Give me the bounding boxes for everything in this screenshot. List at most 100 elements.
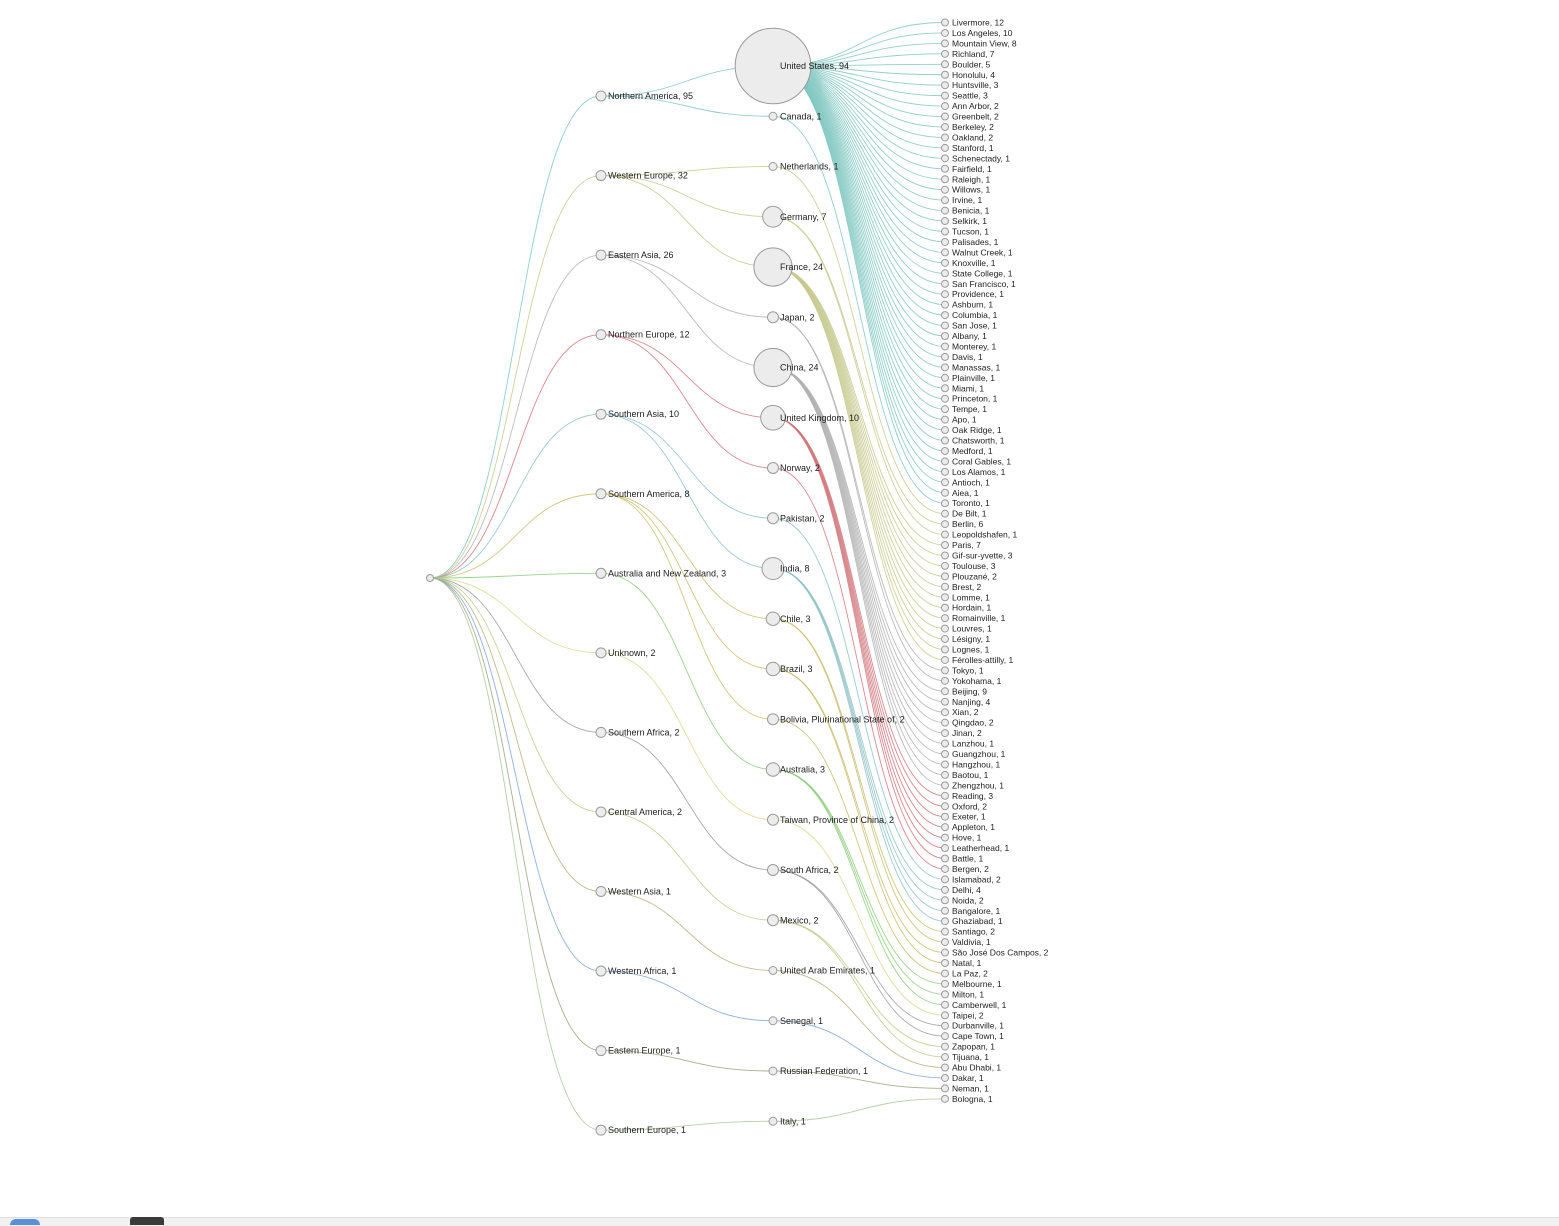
city-node-durbanville-1-circle[interactable] [941,1021,949,1030]
city-node-noida-2-circle[interactable] [941,896,949,905]
city-node-hordain-1[interactable]: Hordain, 1 [941,603,992,613]
city-node-tucson-1-circle[interactable] [941,227,949,236]
city-node-oakland-2-circle[interactable] [941,133,949,142]
city-node-milton-1-circle[interactable] [941,990,949,999]
city-node-louvres-1[interactable]: Louvres, 1 [941,624,992,634]
city-node-aiea-1-circle[interactable] [941,488,949,497]
city-node-dakar-1[interactable]: Dakar, 1 [941,1073,984,1083]
city-node-plouzane-2[interactable]: Plouzané, 2 [941,571,998,581]
city-node-fairfield-1-circle[interactable] [941,164,949,173]
city-node-ann-arbor-2-circle[interactable] [941,102,949,111]
city-node-cape-town-1[interactable]: Cape Town, 1 [941,1031,1005,1041]
city-node-appleton-1-circle[interactable] [941,823,949,832]
city-node-qingdao-2[interactable]: Qingdao, 2 [941,718,994,728]
city-node-berkeley-2-circle[interactable] [941,123,949,131]
city-node-mountain-view-8[interactable]: Mountain View, 8 [941,38,1017,48]
city-node-huntsville-3-circle[interactable] [941,81,949,90]
country-node-pakistan-2[interactable]: Pakistan, 2 [766,512,825,525]
city-node-gif-sur-yvette-3-circle[interactable] [941,551,949,560]
city-node-manassas-1-circle[interactable] [941,363,949,372]
city-node-san-jose-1[interactable]: San Jose, 1 [941,321,998,331]
city-node-walnut-creek-1-circle[interactable] [941,248,949,257]
region-node-unknown-2[interactable]: Unknown, 2 [595,647,656,659]
country-node-russian-federation-1[interactable]: Russian Federation, 1 [768,1066,868,1076]
city-node-honolulu-4-circle[interactable] [941,70,949,79]
city-node-schenectady-1-circle[interactable] [941,154,949,163]
city-node-lanzhou-1-circle[interactable] [941,739,949,748]
city-node-davis-1[interactable]: Davis, 1 [941,352,983,362]
city-node-monterey-1-circle[interactable] [941,342,949,351]
city-node-coral-gables-1-circle[interactable] [941,457,949,466]
city-node-natal-1-circle[interactable] [941,959,949,967]
city-node-lognes-1-circle[interactable] [941,645,949,654]
city-node-abu-dhabi-1[interactable]: Abu Dhabi, 1 [941,1063,1002,1073]
city-node-san-francisco-1[interactable]: San Francisco, 1 [941,279,1017,289]
region-node-western-africa-1[interactable]: Western Africa, 1 [595,965,676,977]
city-node-princeton-1[interactable]: Princeton, 1 [941,394,998,404]
city-node-delhi-4-circle[interactable] [941,885,949,894]
city-node-xian-2-circle[interactable] [941,708,949,717]
city-node-oak-ridge-1[interactable]: Oak Ridge, 1 [941,425,1002,435]
city-node-romainville-1[interactable]: Romainville, 1 [941,613,1006,623]
city-node-hangzhou-1[interactable]: Hangzhou, 1 [941,759,1001,769]
city-node-battle-1-circle[interactable] [941,854,949,863]
city-node-livermore-12-circle[interactable] [941,18,949,27]
city-node-brest-2[interactable]: Brest, 2 [941,582,982,592]
country-node-netherlands-1-circle[interactable] [768,162,778,171]
city-node-mountain-view-8-circle[interactable] [941,39,949,48]
city-node-providence-1-circle[interactable] [941,290,949,299]
city-node-exeter-1-circle[interactable] [941,812,949,821]
region-node-eastern-europe-1-circle[interactable] [595,1045,607,1057]
country-node-senegal-1-circle[interactable] [768,1016,778,1026]
city-node-bologna-1[interactable]: Bologna, 1 [941,1094,993,1104]
city-node-la-paz-2-circle[interactable] [941,969,949,978]
city-node-brest-2-circle[interactable] [941,582,949,591]
city-node-guangzhou-1-circle[interactable] [941,750,949,758]
region-node-western-asia-1-circle[interactable] [595,886,607,897]
city-node-zapopan-1[interactable]: Zapopan, 1 [941,1042,996,1052]
city-node-ghaziabad-1[interactable]: Ghaziabad, 1 [941,916,1003,926]
city-node-bangalore-1[interactable]: Bangalore, 1 [941,906,1001,916]
city-node-jinan-2-circle[interactable] [941,729,949,738]
city-node-monterey-1[interactable]: Monterey, 1 [941,341,997,351]
region-node-northern-europe-12-circle[interactable] [595,329,607,341]
city-node-selkirk-1-circle[interactable] [941,217,949,226]
country-node-mexico-2-circle[interactable] [766,914,780,927]
city-node-oak-ridge-1-circle[interactable] [941,426,949,435]
city-node-medford-1[interactable]: Medford, 1 [941,446,993,456]
city-node-los-alamos-1-circle[interactable] [941,467,949,476]
city-node-taipei-2-circle[interactable] [941,1011,949,1020]
city-node-stanford-1-circle[interactable] [941,143,949,152]
city-node-tempe-1[interactable]: Tempe, 1 [941,404,988,414]
region-node-western-africa-1-circle[interactable] [595,965,607,977]
country-node-bolivia-plurinational-state-of-2-circle[interactable] [766,713,780,726]
city-node-manassas-1[interactable]: Manassas, 1 [941,362,1001,372]
region-node-southern-america-8[interactable]: Southern America, 8 [595,488,690,500]
city-node-melbourne-1-circle[interactable] [941,979,949,988]
city-node-nanjing-4-circle[interactable] [941,697,949,706]
city-node-paris-7[interactable]: Paris, 7 [941,540,982,550]
city-node-sao-jose-dos-campos-2[interactable]: São José Dos Campos, 2 [941,948,1049,958]
city-node-tokyo-1-circle[interactable] [941,666,949,675]
region-node-eastern-asia-26-circle[interactable] [595,249,607,261]
city-node-gif-sur-yvette-3[interactable]: Gif-sur-yvette, 3 [941,550,1013,560]
city-node-lomme-1-circle[interactable] [941,593,949,602]
country-node-mexico-2[interactable]: Mexico, 2 [766,914,819,927]
country-node-india-8[interactable]: India, 8 [761,556,810,581]
region-node-australia-and-new-zealand-3[interactable]: Australia and New Zealand, 3 [595,567,726,579]
city-node-walnut-creek-1[interactable]: Walnut Creek, 1 [941,247,1013,257]
city-node-palisades-1-circle[interactable] [941,237,949,246]
city-node-sao-jose-dos-campos-2-circle[interactable] [941,948,949,957]
city-node-los-angeles-10-circle[interactable] [941,28,949,37]
city-node-noida-2[interactable]: Noida, 2 [941,895,984,905]
country-node-united-arab-emirates-1[interactable]: United Arab Emirates, 1 [768,966,875,976]
city-node-albany-1-circle[interactable] [941,332,949,340]
city-node-zhengzhou-1[interactable]: Zhengzhou, 1 [941,780,1005,790]
country-node-united-arab-emirates-1-circle[interactable] [768,966,778,975]
city-node-irvine-1-circle[interactable] [941,196,949,205]
region-node-western-asia-1[interactable]: Western Asia, 1 [595,886,671,897]
city-node-toronto-1-circle[interactable] [941,499,949,508]
city-node-la-paz-2[interactable]: La Paz, 2 [941,968,989,978]
country-node-france-24[interactable]: France, 24 [753,247,823,287]
city-node-seattle-3[interactable]: Seattle, 3 [941,91,989,101]
